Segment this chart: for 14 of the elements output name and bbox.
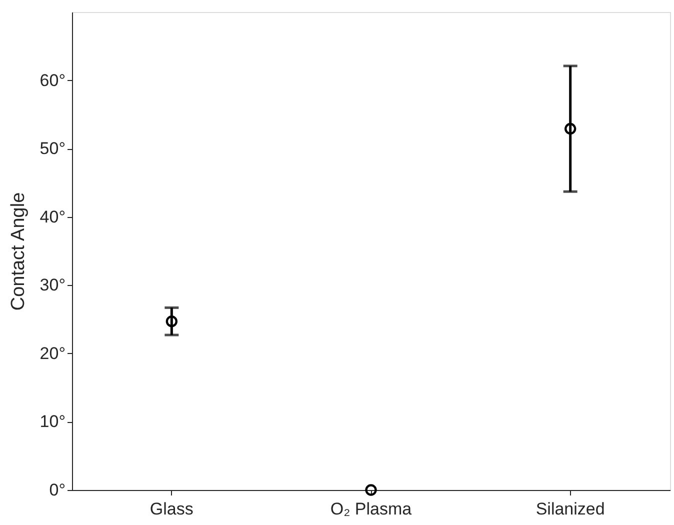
y-tick-label: 10° [40,412,66,432]
point [564,122,576,135]
y-tick-label: 40° [40,207,66,226]
y-tick-label: 0° [49,480,66,500]
y-tick-label: 50° [40,139,66,158]
y-tick-label: 20° [40,344,66,363]
x-tick-label: Glass [150,500,194,518]
point [365,484,377,496]
y-tick-label: 60° [40,70,66,90]
x-tick-label: Silanized [536,500,605,518]
y-axis-title: Contact Angle [8,192,29,311]
x-tick-label: O₂ Plasma [330,500,412,518]
y-tick-label: 30° [40,276,66,295]
point [166,316,178,328]
